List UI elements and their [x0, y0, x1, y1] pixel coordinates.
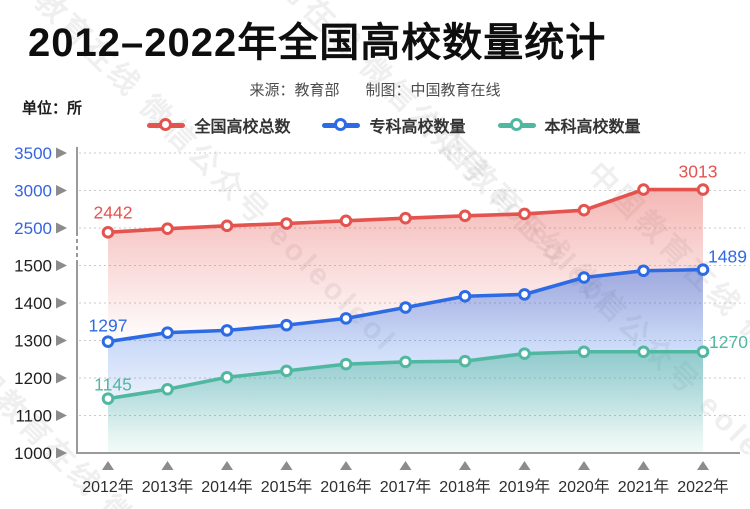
page-title: 2012–2022年全国高校数量统计	[28, 21, 607, 65]
x-tick-arrow-icon	[637, 461, 650, 470]
data-point	[101, 335, 115, 348]
legend-label: 本科高校数量	[544, 119, 641, 136]
x-tick-label: 2022年	[677, 478, 729, 496]
x-tick-label: 2018年	[439, 478, 491, 496]
x-tick-arrow-icon	[518, 461, 531, 470]
x-tick-arrow-icon	[221, 461, 233, 470]
y-tick-label: 1100	[15, 407, 52, 426]
x-tick-label: 2013年	[142, 478, 194, 496]
x-tick-label: 2021年	[618, 478, 670, 496]
data-point-label: 1297	[89, 316, 128, 336]
x-tick-label: 2016年	[320, 478, 372, 496]
data-point-label: 1270	[709, 332, 748, 352]
y-tick-label: 3000	[14, 182, 52, 201]
y-tick-arrow-icon	[56, 297, 67, 309]
y-tick-label: 2500	[14, 219, 52, 238]
data-point	[280, 318, 293, 332]
data-point-label: 2442	[94, 202, 133, 222]
x-tick-arrow-icon	[399, 461, 412, 470]
x-tick-arrow-icon	[161, 461, 174, 470]
data-point	[399, 355, 412, 369]
data-point	[101, 392, 115, 405]
data-point	[220, 219, 234, 233]
data-point	[637, 264, 650, 278]
x-tick-arrow-icon	[578, 461, 590, 470]
y-tick-arrow-icon	[56, 372, 67, 384]
data-point-label: 3013	[679, 162, 718, 182]
x-tick-label: 2012年	[82, 478, 134, 496]
y-tick-arrow-icon	[56, 260, 67, 271]
data-point	[696, 183, 710, 196]
source-line: 来源：教育部 制图：中国教育在线	[0, 79, 750, 100]
data-point	[161, 382, 174, 396]
data-point	[696, 263, 710, 276]
x-tick-label: 2019年	[499, 478, 551, 496]
data-point	[577, 271, 591, 284]
data-point	[161, 326, 174, 339]
data-point	[458, 354, 472, 368]
y-tick-arrow-icon	[56, 222, 67, 234]
series-area	[108, 351, 703, 453]
credit-label: 制图：中国教育在线	[365, 82, 501, 99]
x-tick-arrow-icon	[697, 461, 709, 470]
x-tick-arrow-icon	[340, 461, 352, 470]
legend-label: 全国高校总数	[194, 119, 291, 136]
data-point	[161, 222, 174, 235]
y-tick-label: 1300	[14, 332, 52, 351]
data-point	[518, 288, 531, 301]
data-point	[220, 324, 234, 337]
data-point	[518, 347, 531, 360]
data-point	[458, 209, 472, 223]
data-point	[577, 345, 591, 359]
y-tick-label: 1200	[14, 369, 52, 388]
x-tick-label: 2015年	[261, 478, 313, 496]
y-tick-label: 3500	[14, 144, 52, 163]
y-tick-label: 1400	[14, 294, 52, 313]
data-point	[280, 217, 293, 230]
data-point	[280, 364, 293, 378]
data-point	[637, 183, 650, 196]
y-tick-arrow-icon	[56, 447, 67, 459]
data-point	[101, 226, 115, 239]
x-tick-label: 2017年	[380, 478, 432, 496]
legend-item-vocational[interactable]: 专科高校数量	[322, 113, 466, 137]
legend-marker-icon	[147, 118, 186, 132]
y-tick-arrow-icon	[56, 147, 67, 159]
source-label: 来源：教育部	[249, 82, 340, 99]
data-point	[339, 357, 353, 371]
y-tick-arrow-icon	[56, 185, 67, 196]
data-point	[458, 289, 472, 303]
data-point	[518, 207, 531, 221]
data-point	[696, 345, 710, 359]
legend-item-undergraduate[interactable]: 本科高校数量	[497, 113, 641, 137]
y-tick-arrow-icon	[56, 335, 67, 346]
data-point	[399, 301, 412, 314]
data-point-label: 1145	[94, 375, 132, 395]
chart-legend: 全国高校总数 专科高校数量 本科高校数量	[0, 113, 750, 137]
data-point	[339, 312, 353, 325]
y-tick-arrow-icon	[56, 410, 67, 421]
data-point	[220, 370, 234, 384]
y-tick-label: 1000	[14, 444, 52, 463]
legend-label: 专科高校数量	[369, 119, 466, 136]
x-tick-arrow-icon	[280, 461, 293, 470]
y-tick-label: 1500	[14, 257, 52, 276]
data-point-label: 1489	[708, 247, 747, 267]
x-tick-label: 2014年	[201, 478, 253, 496]
legend-item-total[interactable]: 全国高校总数	[147, 113, 290, 137]
x-tick-arrow-icon	[459, 461, 471, 470]
legend-marker-icon	[322, 118, 361, 132]
data-point	[577, 203, 591, 217]
data-point	[339, 214, 353, 228]
unit-label: 单位：所	[22, 100, 83, 117]
legend-marker-icon	[497, 118, 536, 132]
data-point	[399, 211, 412, 225]
x-tick-arrow-icon	[102, 461, 114, 470]
x-tick-label: 2020年	[558, 478, 610, 496]
data-point	[637, 345, 650, 359]
